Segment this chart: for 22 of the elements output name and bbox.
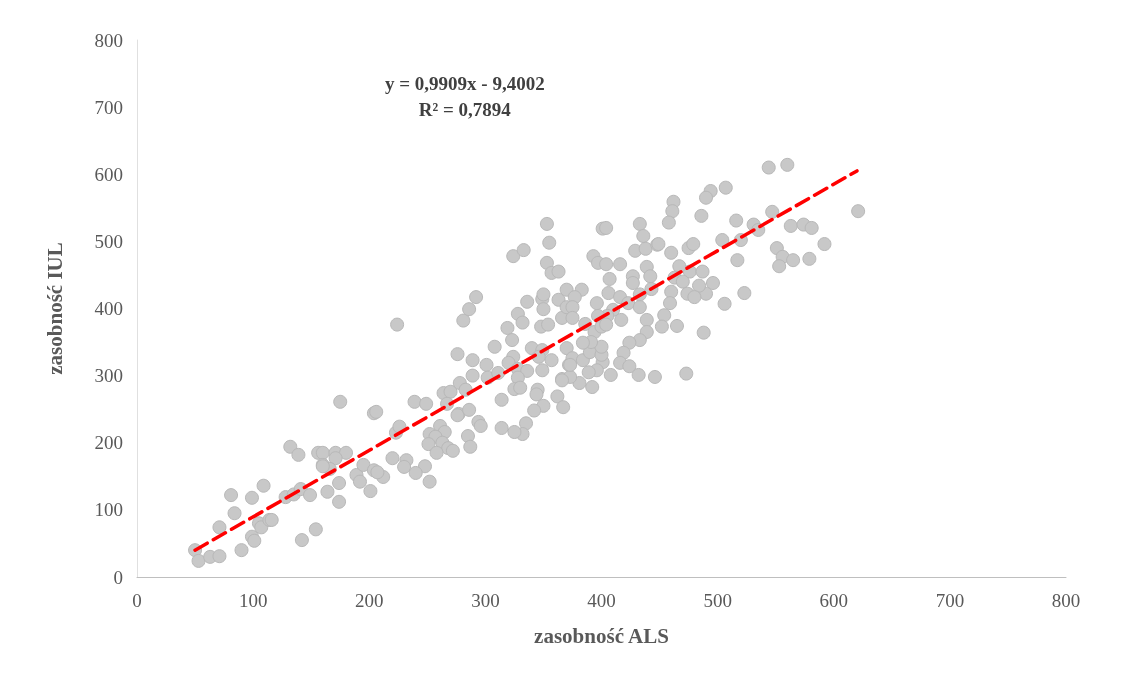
y-tick-label: 300	[94, 365, 123, 387]
y-tick-label: 600	[94, 163, 123, 185]
y-tick-label: 400	[94, 298, 123, 319]
x-tick-label: 700	[935, 590, 965, 611]
x-tick-label: 100	[238, 590, 268, 611]
y-tick-label: 200	[94, 432, 123, 454]
x-tick-label: 500	[703, 590, 732, 611]
x-axis-title: zasobność ALS	[534, 623, 669, 648]
y-axis-title: zasobność IUL	[42, 242, 67, 375]
x-tick-label: 400	[587, 590, 616, 611]
annotation: y = 0,9909x - 9,4002	[385, 72, 545, 94]
x-tick-label: 300	[471, 590, 500, 611]
y-tick-label: 0	[113, 566, 123, 588]
x-tick-label: 0	[132, 590, 142, 611]
y-tick-label: 500	[94, 230, 123, 252]
y-tick-label: 800	[94, 29, 123, 51]
annotation: R² = 0,7894	[418, 98, 512, 120]
x-tick-label: 800	[1051, 590, 1081, 611]
x-tick-label: 200	[355, 590, 384, 611]
x-tick-label: 600	[819, 590, 848, 611]
y-tick-label: 700	[94, 96, 123, 118]
y-tick-label: 100	[94, 499, 123, 521]
